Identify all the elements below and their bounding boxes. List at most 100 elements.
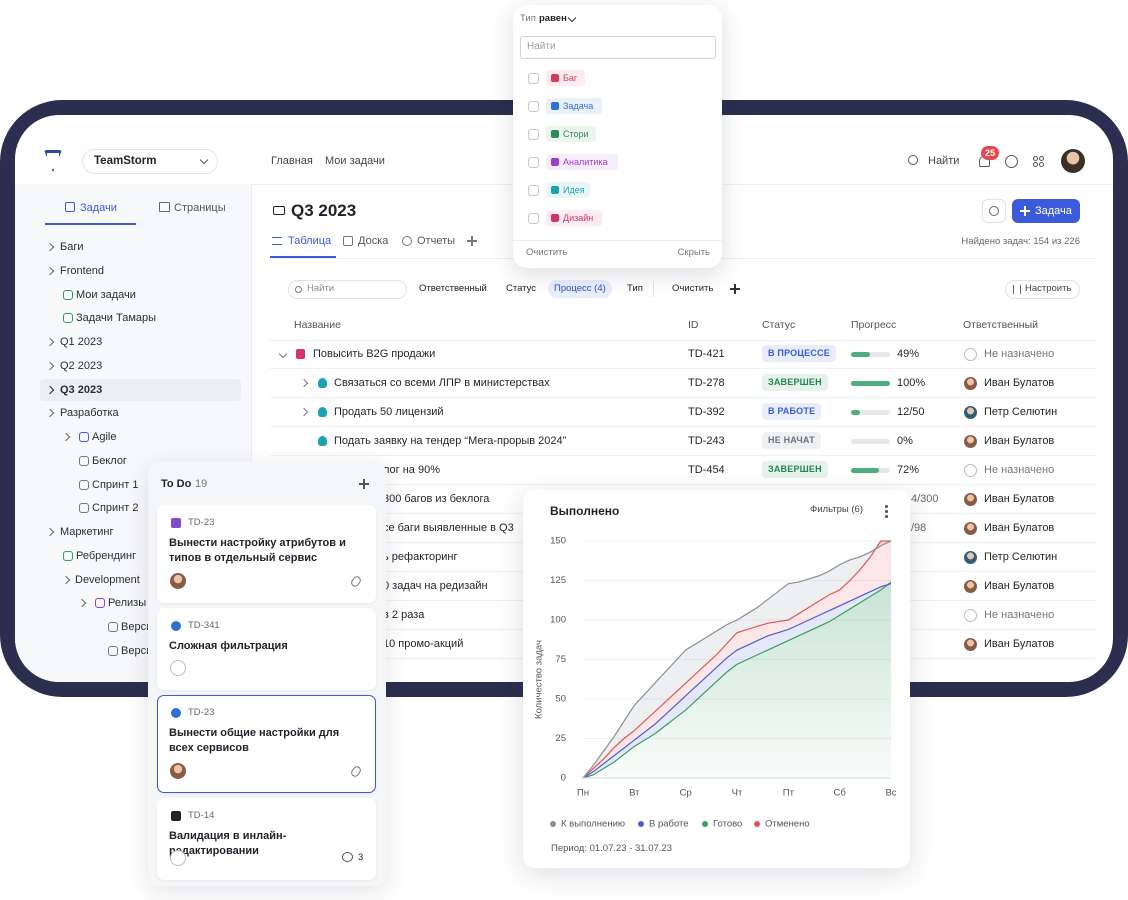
- sidebar-item[interactable]: Мои задачи: [76, 288, 136, 301]
- task-name[interactable]: Связаться со всеми ЛПР в министерствах: [334, 377, 550, 389]
- task-name[interactable]: лог на 90%: [383, 464, 440, 476]
- card-title: Вынести настройку атрибутов и типов в от…: [169, 537, 346, 564]
- plus-icon: [363, 479, 365, 489]
- sidebar-item[interactable]: Спринт 1: [92, 478, 139, 491]
- assignee: Иван Булатов: [984, 522, 1055, 534]
- sidebar-item[interactable]: Баги: [60, 241, 84, 253]
- apps-icon: [1033, 156, 1038, 161]
- nav-link[interactable]: Главная: [271, 155, 313, 167]
- task-card[interactable]: [157, 695, 376, 793]
- sidebar-item[interactable]: Q1 2023: [60, 336, 103, 348]
- sidebar-item[interactable]: Ребрендинг: [76, 549, 137, 562]
- progress-label: 49%: [897, 348, 920, 360]
- filter-operator[interactable]: равен: [539, 13, 567, 24]
- new-task-label: Задача: [1035, 205, 1072, 217]
- task-name[interactable]: 300 багов из беклога: [383, 493, 490, 505]
- series-line: [582, 540, 891, 779]
- filter-input-placeholder: Найти: [527, 41, 556, 52]
- task-name[interactable]: 0 задач на редизайн: [383, 580, 488, 592]
- type-badge-icon: [551, 158, 559, 166]
- sidebar-item[interactable]: Верси: [121, 621, 153, 633]
- progress-label: 72%: [897, 464, 920, 476]
- sidebar-tab[interactable]: Страницы: [174, 202, 226, 214]
- checkbox[interactable]: [528, 128, 539, 140]
- popup-clear[interactable]: Очистить: [526, 247, 568, 258]
- sidebar-item[interactable]: Q3 2023: [60, 383, 103, 396]
- sidebar-item[interactable]: Задачи Тамары: [76, 312, 157, 325]
- task-name[interactable]: се баги выявленные в Q3: [383, 522, 514, 534]
- sidebar-item[interactable]: Frontend: [60, 264, 105, 277]
- card-type-icon: [171, 621, 181, 631]
- task-name[interactable]: ь рефакторинг: [383, 551, 458, 563]
- help-icon[interactable]: [1005, 155, 1018, 168]
- row-divider: [270, 455, 1097, 456]
- popup-hide[interactable]: Скрыть: [677, 247, 710, 258]
- type-badge[interactable]: Аналитика: [563, 157, 608, 167]
- avatar: [1061, 149, 1085, 173]
- progress-track: [851, 438, 890, 444]
- type-badge[interactable]: Баг: [563, 73, 578, 83]
- configure-label: Настроить: [1025, 283, 1072, 294]
- checkbox[interactable]: [528, 100, 539, 112]
- sidebar-item[interactable]: Маркетинг: [60, 526, 114, 538]
- checkbox[interactable]: [528, 184, 539, 196]
- folder-icon: [273, 206, 285, 215]
- card-id: TD-23: [188, 707, 215, 718]
- menu-dot: [885, 515, 888, 518]
- type-badge-icon: [551, 186, 559, 194]
- y-tick-label: 125: [550, 575, 566, 586]
- view-tab[interactable]: Доска: [358, 235, 389, 247]
- filter-input[interactable]: [520, 36, 716, 59]
- filter-clear[interactable]: Очистить: [672, 283, 714, 294]
- sidebar-item[interactable]: Development: [75, 573, 140, 586]
- task-name[interactable]: Продать 50 лицензий: [334, 406, 444, 418]
- checkbox[interactable]: [528, 212, 539, 224]
- checkbox[interactable]: [528, 156, 539, 168]
- chart-filters[interactable]: Фильтры (6): [810, 504, 863, 515]
- view-tab[interactable]: Отчеты: [417, 235, 456, 247]
- filter-chip[interactable]: Процесс (4): [548, 280, 612, 298]
- type-badge[interactable]: Стори: [563, 129, 589, 139]
- avatar-placeholder: [170, 660, 186, 676]
- task-name[interactable]: 10 промо-акций: [383, 638, 464, 650]
- legend-marker: [754, 821, 760, 827]
- assignee: Иван Булатов: [984, 377, 1055, 389]
- type-badge[interactable]: Дизайн: [563, 213, 594, 223]
- sidebar-item[interactable]: Q2 2023: [60, 359, 103, 372]
- task-card[interactable]: [157, 798, 376, 880]
- row-divider: [270, 426, 1097, 427]
- sidebar-item[interactable]: Верси: [121, 644, 153, 657]
- nav-link[interactable]: Мои задачи: [325, 155, 385, 167]
- avatar: [963, 637, 977, 651]
- type-badge[interactable]: Задача: [563, 101, 594, 111]
- task-card[interactable]: [157, 505, 376, 603]
- filter-chip[interactable]: Ответственный: [419, 283, 487, 294]
- sidebar-item[interactable]: Спринт 2: [92, 502, 139, 515]
- sidebar-item[interactable]: Беклог: [92, 454, 127, 467]
- chevron-icon: [299, 407, 309, 417]
- sidebar-item[interactable]: Agile: [92, 431, 117, 443]
- task-card[interactable]: [157, 608, 376, 690]
- configure-button[interactable]: [1005, 280, 1080, 299]
- sidebar-tab[interactable]: Задачи: [80, 202, 117, 214]
- legend-label: Отменено: [765, 819, 810, 830]
- task-name[interactable]: в 2 раза: [383, 609, 425, 621]
- sidebar-item[interactable]: Разработка: [60, 407, 119, 420]
- checkbox[interactable]: [528, 72, 539, 84]
- task-name[interactable]: Повысить B2G продажи: [313, 348, 436, 360]
- project-select[interactable]: [82, 149, 218, 174]
- column-header: Статус: [762, 319, 796, 331]
- filter-chip[interactable]: Статус: [506, 283, 537, 294]
- type-badge-bg: [546, 210, 602, 226]
- search-button[interactable]: Найти: [928, 155, 960, 167]
- view-tab[interactable]: Таблица: [288, 235, 332, 247]
- column-header: Прогресс: [851, 319, 897, 331]
- x-tick-label: Вт: [629, 788, 640, 799]
- sidebar-item[interactable]: Релизы: [108, 597, 147, 610]
- filter-chip[interactable]: Тип: [627, 283, 643, 294]
- task-name[interactable]: Подать заявку на тендер “Мега-прорыв 202…: [334, 435, 567, 447]
- type-filter-popup: Тип равен Найти Баг Задача Стори Аналитика Идея…: [513, 5, 722, 268]
- type-badge[interactable]: Идея: [563, 185, 585, 195]
- info-button[interactable]: [982, 199, 1006, 223]
- filter-search[interactable]: [288, 280, 407, 299]
